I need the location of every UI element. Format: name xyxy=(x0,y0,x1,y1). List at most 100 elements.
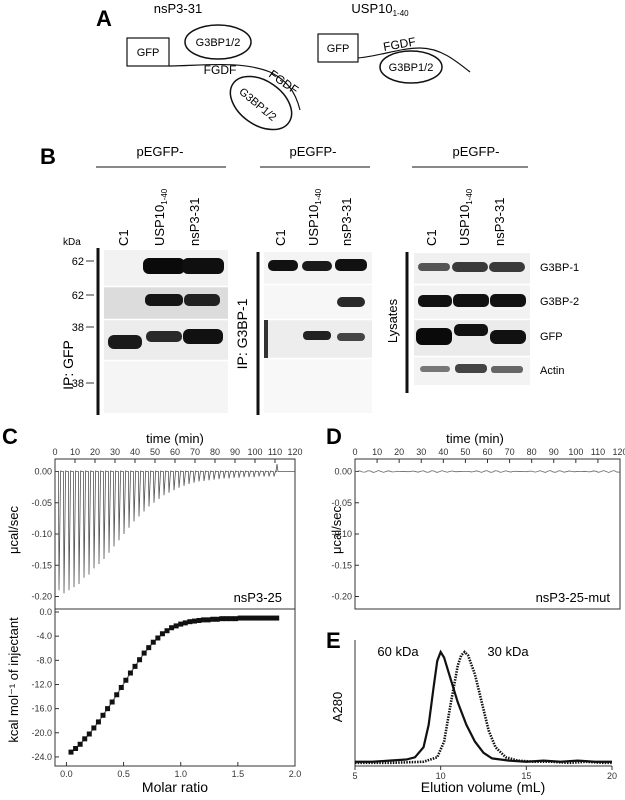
c-data-point xyxy=(132,663,138,669)
c-bot-ytick: -12.0 xyxy=(31,679,52,689)
row-label-actin: Actin xyxy=(540,365,564,377)
lane-label-nsp3-g2: nsP3-31 xyxy=(339,198,354,246)
c-data-point xyxy=(196,617,202,623)
c-data-point xyxy=(210,616,216,622)
blot-group-2 xyxy=(264,252,372,413)
c-bottom-ticks: 0.0 -4.0 -8.0 -12.0 -16.0 -20.0 -24.0 0.0 0.5 1.0… xyxy=(31,607,301,779)
c-data-point xyxy=(164,628,170,634)
fgdf-motif-usp10: FGDF xyxy=(382,34,417,53)
lane-label-usp10-g1: USP101-40 xyxy=(152,188,169,246)
lane-label-c1-g1: C1 xyxy=(116,229,131,246)
c-data-point xyxy=(141,650,147,656)
d-time-tick: 60 xyxy=(482,447,492,457)
c-data-point xyxy=(269,615,275,621)
c-data-point xyxy=(68,749,74,755)
c-data-point xyxy=(233,616,239,622)
mw-marker-3: 38 xyxy=(72,322,84,334)
e-xtick: 10 xyxy=(436,771,446,781)
c-data-point xyxy=(178,621,184,627)
c-data-point xyxy=(255,615,261,621)
c-data-point xyxy=(191,618,197,624)
lane-label-c1-g2: C1 xyxy=(273,229,288,246)
c-bottom-frame xyxy=(54,608,296,767)
g3bp-ellipse-usp10 xyxy=(379,50,443,84)
c-data-point xyxy=(118,685,124,690)
g3bp-label-top: G3BP1/2 xyxy=(196,37,241,49)
d-ticks: 0 10 20 30 40 50 60 70 80 90 100 110 120 0.00 -0.05 -0.… xyxy=(331,447,625,602)
d-time-label: time (min) xyxy=(446,431,504,446)
c-time-tick: 100 xyxy=(247,447,262,457)
c-ylabel-top: μcal/sec xyxy=(6,506,21,554)
c-data-point xyxy=(214,616,220,622)
c-time-tick: 50 xyxy=(150,447,160,457)
c-bot-xtick: 0.0 xyxy=(60,769,73,779)
c-data-point xyxy=(228,616,234,622)
c-bot-xtick: 2.0 xyxy=(289,769,302,779)
c-data-point xyxy=(242,615,248,621)
e-peak-label-30: 30 kDa xyxy=(487,644,529,659)
c-fit-curve xyxy=(70,617,277,753)
c-time-tick: 20 xyxy=(90,447,100,457)
c-time-tick: 30 xyxy=(110,447,120,457)
c-data-point xyxy=(223,616,229,622)
lane-label-nsp3-g1: nsP3-31 xyxy=(187,198,202,246)
diagram-nsp3-31: nsP3-31 GFP G3BP1/2 FGDF FGDF G3BP1/2 xyxy=(126,1,301,131)
fgdf-motif-1: FGDF xyxy=(204,63,237,77)
d-time-tick: 40 xyxy=(438,447,448,457)
c-time-tick: 110 xyxy=(268,447,282,457)
lane-label-usp10-g3: USP101-40 xyxy=(457,188,474,246)
panel-b-label: B xyxy=(40,144,56,169)
e-ylabel: A280 xyxy=(330,692,345,722)
row-label-g3bp1: G3BP-1 xyxy=(540,262,579,274)
c-time-label: time (min) xyxy=(146,431,204,446)
panel-d-label: D xyxy=(326,424,342,449)
d-time-tick: 0 xyxy=(352,447,357,457)
e-series-2 xyxy=(355,650,612,765)
c-data-point xyxy=(182,620,188,626)
c-data-point xyxy=(237,615,243,621)
panel-c-label: C xyxy=(2,424,18,449)
c-time-tick: 40 xyxy=(130,447,140,457)
d-time-tick: 120 xyxy=(612,447,625,457)
d-time-tick: 70 xyxy=(505,447,515,457)
c-data-point xyxy=(95,719,101,725)
g3bp-ellipse-top xyxy=(184,24,252,60)
group-header-3: pEGFP- xyxy=(453,144,500,159)
c-thermogram xyxy=(55,463,295,594)
d-thermogram xyxy=(354,470,620,473)
mw-marker-2: 62 xyxy=(72,290,84,302)
group-header-1: pEGFP- xyxy=(137,144,184,159)
c-data-point xyxy=(205,617,211,623)
c-data-point xyxy=(109,699,115,705)
row-label-gfp: GFP xyxy=(540,331,563,343)
c-data-point xyxy=(127,670,133,676)
c-data-point xyxy=(137,657,143,663)
c-top-ytick: 0.00 xyxy=(34,467,52,477)
e-peak-label-60: 60 kDa xyxy=(377,644,419,659)
d-ytick: 0.00 xyxy=(334,467,352,477)
d-time-tick: 50 xyxy=(460,447,470,457)
c-time-tick: 90 xyxy=(230,447,240,457)
c-top-ytick: -0.05 xyxy=(31,498,52,508)
c-data-point xyxy=(260,615,266,621)
d-time-tick: 10 xyxy=(372,447,382,457)
c-data-point xyxy=(73,745,79,751)
lane-label-c1-g3: C1 xyxy=(424,229,439,246)
row-label-g3bp2: G3BP-2 xyxy=(540,296,579,308)
diagram-usp10: USP101-40 GFP FGDF G3BP1/2 xyxy=(317,1,471,84)
c-time-tick: 80 xyxy=(210,447,220,457)
c-data-point xyxy=(274,615,280,621)
c-xlabel-bottom: Molar ratio xyxy=(142,779,208,795)
e-xtick: 5 xyxy=(352,771,357,781)
lane-label-usp10-g2: USP101-40 xyxy=(306,188,323,246)
mw-marker-4: 38 xyxy=(72,378,84,390)
d-ytick: -0.05 xyxy=(331,498,352,508)
d-time-tick: 110 xyxy=(591,447,605,457)
g3bp-ellipse-bottom xyxy=(229,75,293,131)
c-top-ytick: -0.15 xyxy=(31,560,52,570)
c-bot-xtick: 1.0 xyxy=(174,769,187,779)
usp10-chain xyxy=(357,47,471,73)
c-data-point xyxy=(265,615,271,621)
c-binding-isotherm xyxy=(68,615,280,755)
gfp-box-label: GFP xyxy=(137,47,160,59)
